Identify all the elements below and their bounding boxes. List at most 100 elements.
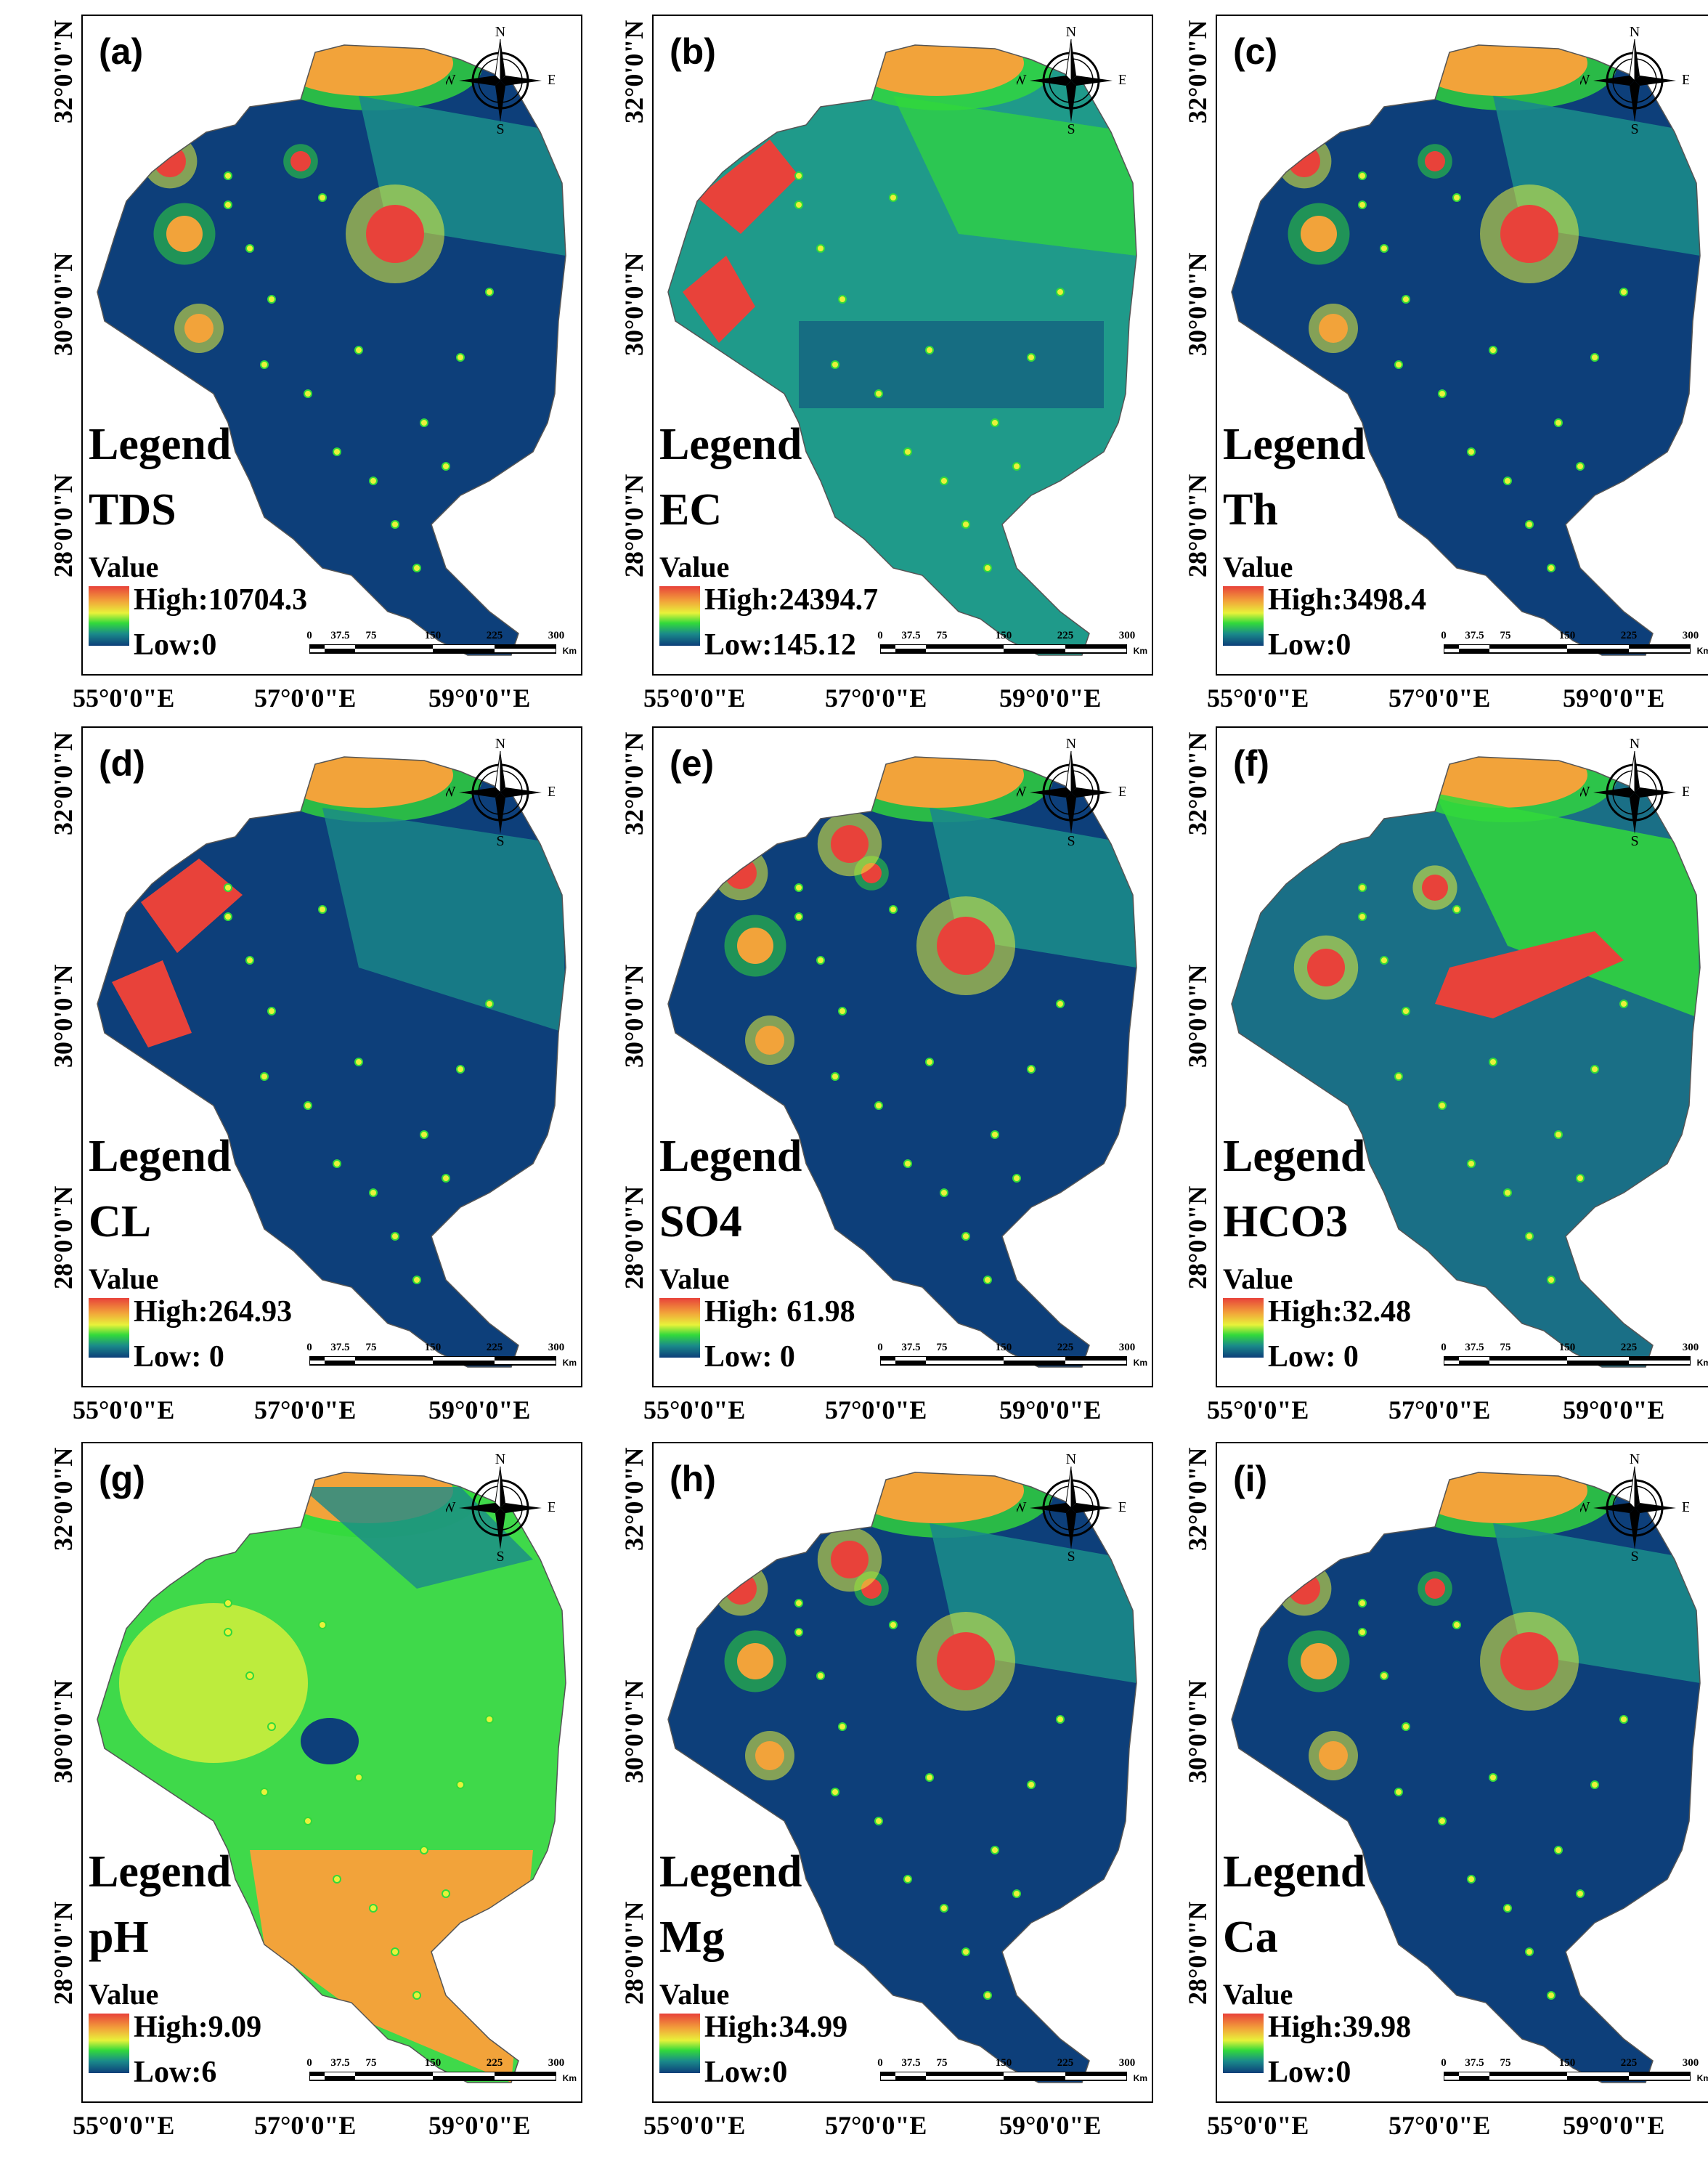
longitude-tick-label: 55°0'0"E: [1207, 2111, 1309, 2140]
legend-high-value: High:10704.3: [134, 583, 308, 617]
sample-point: [794, 883, 803, 892]
latitude-tick-label: 28°0'0"N: [1183, 1901, 1212, 2005]
sample-point: [1503, 477, 1512, 485]
map-panel: 32°0'0"N 30°0'0"N 28°0'0"N (g) N S E W Legend pH V…: [49, 1442, 582, 2161]
scale-tick-label: 150: [424, 1342, 442, 1353]
compass-n-label: N: [1066, 1453, 1076, 1467]
sample-point: [1027, 1780, 1036, 1789]
longitude-tick-label: 55°0'0"E: [73, 1395, 175, 1424]
scale-tick-label: 225: [1057, 1342, 1074, 1353]
sample-point: [1358, 883, 1367, 892]
longitude-tick-label: 55°0'0"E: [73, 684, 175, 713]
scale-unit-label: Km: [562, 646, 577, 656]
hotspot-center: [1425, 151, 1445, 171]
legend-title: Legend: [1223, 1132, 1366, 1181]
sample-point: [456, 1780, 465, 1789]
legend-low-value: Low:0: [134, 628, 217, 662]
sample-point: [794, 912, 803, 921]
latitude-tick-label: 32°0'0"N: [619, 1447, 648, 1551]
sample-point: [369, 477, 378, 485]
scale-bar-graphic: [309, 644, 556, 654]
north-arrow-icon: N S E W: [1013, 24, 1128, 137]
interpolation-map: [97, 1472, 566, 2083]
scale-bar: 0 37.5 75 150 225 300 Km: [306, 1342, 577, 1372]
sample-point: [816, 244, 825, 253]
legend-variable-name: Mg: [659, 1913, 725, 1962]
legend-value-label: Value: [1223, 551, 1293, 583]
legend-color-ramp: [1223, 1298, 1264, 1358]
sample-point: [1619, 288, 1628, 296]
scale-tick-label: 225: [1620, 1342, 1638, 1353]
latitude-tick-label: 30°0'0"N: [619, 1679, 648, 1783]
sample-point: [1012, 1889, 1021, 1898]
sample-point: [318, 905, 327, 914]
sample-point: [889, 193, 898, 202]
compass-s-label: S: [1630, 1549, 1638, 1562]
scale-bar-graphic: [309, 2072, 556, 2081]
sample-point: [1438, 1101, 1447, 1110]
scale-tick-label: 0: [306, 1342, 312, 1353]
sample-point: [940, 477, 948, 485]
scale-tick-label: 150: [995, 1342, 1012, 1353]
scale-tick-label: 0: [1441, 630, 1447, 641]
scale-bar: 0 37.5 75 150 225 300 Km: [306, 2057, 577, 2088]
province-boundary: [667, 1472, 1137, 2083]
compass-n-label: N: [495, 738, 505, 752]
legend-variable-name: CL: [89, 1197, 152, 1246]
sample-point: [1590, 353, 1599, 362]
sample-point: [1619, 1715, 1628, 1724]
latitude-tick-label: 28°0'0"N: [1183, 1185, 1212, 1289]
scale-tick-label: 75: [365, 630, 377, 641]
scale-unit-label: Km: [1696, 1358, 1708, 1368]
sample-point: [1380, 244, 1388, 253]
longitude-tick-label: 57°0'0"E: [825, 2111, 927, 2140]
scale-tick-label: 75: [365, 2057, 377, 2069]
latitude-tick-label: 30°0'0"N: [49, 252, 78, 356]
legend-variable-name: SO4: [659, 1197, 742, 1246]
sample-point: [1394, 360, 1403, 369]
sample-point: [1358, 200, 1367, 209]
map-panel: 32°0'0"N 30°0'0"N 28°0'0"N (f) N S E W Legend HCO…: [1183, 726, 1708, 1446]
longitude-tick-label: 55°0'0"E: [1207, 1395, 1309, 1424]
interpolation-map: [667, 1472, 1137, 2083]
longitude-tick-label: 59°0'0"E: [999, 1395, 1102, 1424]
hotspot-north-ring: [831, 1541, 869, 1578]
latitude-tick-label: 30°0'0"N: [1183, 252, 1212, 356]
panel-label: (b): [670, 31, 716, 72]
sample-point: [903, 1159, 912, 1168]
scale-unit-label: Km: [1133, 646, 1147, 656]
province-boundary: [97, 756, 566, 1368]
hotspot-center: [1425, 1578, 1445, 1599]
province-boundary: [1231, 1472, 1701, 2083]
scale-unit-label: Km: [1696, 646, 1708, 656]
scale-tick-label: 300: [1682, 1342, 1699, 1353]
hotspot-north: [1422, 875, 1448, 901]
sample-point: [991, 418, 999, 427]
sample-point: [442, 462, 450, 471]
sample-point: [1576, 1174, 1585, 1183]
sample-point: [838, 295, 847, 304]
latitude-tick-label: 28°0'0"N: [49, 1901, 78, 2005]
sample-point: [485, 288, 494, 296]
scale-bar: 0 37.5 75 150 225 300 Km: [1441, 1342, 1708, 1372]
sample-point: [831, 1788, 839, 1796]
sample-point: [1525, 1232, 1534, 1241]
scale-tick-label: 75: [936, 630, 948, 641]
sample-point: [245, 1671, 254, 1680]
panel-label: (h): [670, 1459, 716, 1499]
compass-s-label: S: [496, 121, 504, 135]
compass-s-label: S: [496, 833, 504, 847]
sample-point: [442, 1174, 450, 1183]
sample-point: [1012, 462, 1021, 471]
scale-tick-label: 37.5: [1465, 2057, 1484, 2069]
sample-point: [1525, 1947, 1534, 1956]
sample-point: [1402, 1007, 1410, 1015]
legend-high-value: High:34.99: [704, 2011, 848, 2044]
sample-point: [420, 418, 428, 427]
sample-point: [794, 1628, 803, 1637]
compass-e-label: E: [1682, 72, 1689, 88]
north-arrow-icon: N S E W: [442, 1451, 557, 1565]
legend-color-ramp: [659, 2014, 700, 2073]
sample-point: [1394, 1072, 1403, 1081]
latitude-tick-label: 28°0'0"N: [49, 1185, 78, 1289]
